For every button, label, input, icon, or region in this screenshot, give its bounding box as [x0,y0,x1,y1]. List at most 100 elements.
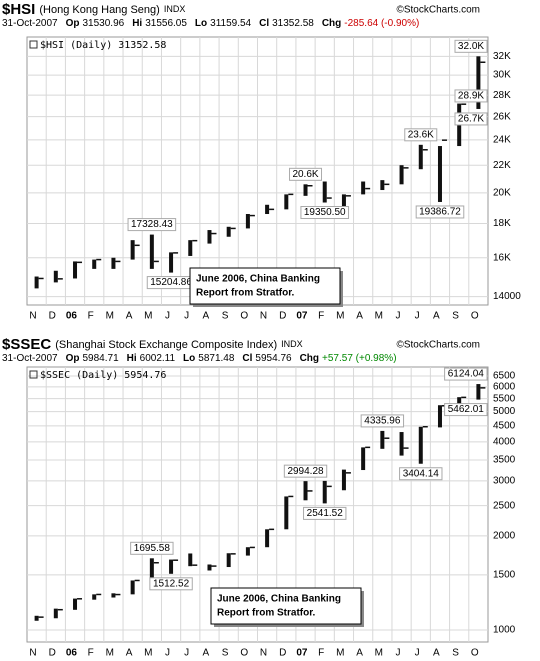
legend-icon [29,40,38,49]
x-tick-label: O [471,311,479,322]
x-tick-label: M [336,648,344,659]
annotation-label: 23.6K [408,129,434,140]
x-tick-label: J [395,311,400,322]
quote-label: Cl [259,18,269,29]
callout-text: June 2006, China Banking [217,594,341,605]
annotation-label: 5462.01 [448,404,485,415]
high-low-bar [265,204,270,215]
high-low-bar [149,234,154,269]
quote-value: 31530.96 [82,18,124,29]
high-low-bar [73,261,78,279]
change-value: +57.57 (+0.98%) [322,353,397,364]
annotation-label: 32.0K [458,41,484,52]
chart-header: $SSEC (Shanghai Stock Exchange Composite … [2,336,303,353]
high-low-bar [188,240,193,256]
callout-text: June 2006, China Banking [196,274,320,285]
x-tick-label: S [452,648,459,659]
quote-value: 31556.05 [145,18,187,29]
annotation-label: 2994.28 [287,466,324,477]
high-low-bar [265,529,270,548]
high-low-bar [92,259,97,269]
quote-value: 31352.58 [272,18,314,29]
quote-label: Hi [132,18,142,29]
change-label: Chg [322,18,341,29]
annotation-label: 3404.14 [403,468,440,479]
x-tick-label: A [356,311,363,322]
high-low-bar [53,608,58,619]
callout-text: Report from Stratfor. [196,288,295,299]
exchange: INDX [281,339,303,349]
x-tick-label: J [415,311,420,322]
x-tick-label: 07 [296,311,308,322]
x-tick-label: N [260,648,267,659]
index-name: (Shanghai Stock Exchange Composite Index… [55,339,277,351]
y-tick-label: 20K [493,188,511,199]
x-tick-label: 07 [296,648,308,659]
high-low-bar [284,194,289,210]
high-low-bar [303,184,308,196]
change-value: -285.64 (-0.90%) [344,18,419,29]
y-tick-label: 18K [493,218,511,229]
high-low-bar [476,56,481,109]
annotation-label: 19350.50 [304,207,346,218]
y-tick-label: 3500 [493,455,516,466]
high-low-bar [341,194,346,213]
annotation-label: 19386.72 [419,207,461,218]
annotation-box [415,205,465,219]
x-tick-label: F [318,311,324,322]
date: 31-Oct-2007 [2,353,58,364]
high-low-bar [34,615,39,621]
y-tick-label: 30K [493,70,511,81]
high-low-bar [130,240,135,260]
high-low-bar [322,181,327,203]
symbol: $SSEC [2,336,51,353]
annotation-box [127,218,177,232]
high-low-bar [380,430,385,449]
x-tick-label: M [375,648,383,659]
high-low-bar [111,257,116,269]
high-low-bar [207,564,212,571]
quote-label: Lo [183,353,195,364]
x-tick-label: N [260,311,267,322]
y-tick-label: 6500 [493,371,516,382]
quote-value: 6002.11 [140,353,176,364]
annotation-label: 1512.52 [153,578,190,589]
annotation-box [300,206,350,220]
x-tick-label: A [203,311,210,322]
x-tick-label: F [88,311,94,322]
annotation-box [149,577,193,591]
x-tick-label: J [184,311,189,322]
y-tick-label: 16K [493,252,511,263]
high-low-bar [169,559,174,574]
annotation-box [303,506,347,520]
x-tick-label: N [29,311,36,322]
x-tick-label: D [49,648,56,659]
quote-line: 31-Oct-2007 Op 5984.71 Hi 6002.11 Lo 5871.48 Cl… [2,353,397,364]
high-low-bar [361,181,366,195]
x-tick-label: S [222,311,229,322]
chart-header: $HSI (Hong Kong Hang Seng) INDX [2,1,185,18]
high-low-bar [34,276,39,289]
y-tick-label: 3000 [493,476,516,487]
x-tick-label: J [415,648,420,659]
x-tick-label: F [318,648,324,659]
y-tick-label: 14000 [493,291,521,302]
callout-text: Report from Stratfor. [217,608,316,619]
annotation-box [454,89,488,103]
high-low-bar [437,146,442,202]
x-tick-label: D [279,311,286,322]
x-tick-label: M [336,311,344,322]
x-tick-label: A [126,648,133,659]
high-low-bar [476,384,481,400]
annotation-box [283,464,328,478]
high-low-bar [245,214,250,229]
high-low-bar [53,270,58,283]
x-tick-label: J [165,311,170,322]
y-tick-label: 1000 [493,625,516,636]
high-low-bar [226,553,231,568]
x-tick-label: M [375,311,383,322]
annotation-label: 20.6K [292,169,318,180]
x-tick-label: F [88,648,94,659]
high-low-bar [322,480,327,504]
